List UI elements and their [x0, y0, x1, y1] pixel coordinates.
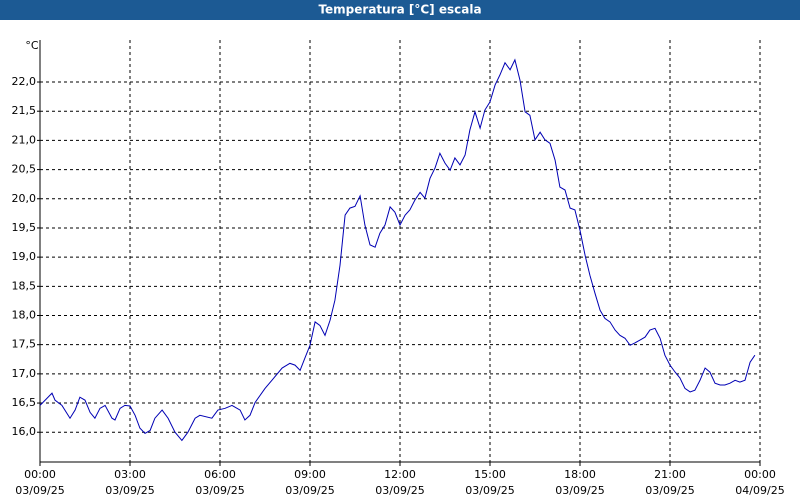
- x-tick-label: 21:00: [654, 468, 686, 481]
- x-tick-date: 03/09/25: [195, 484, 244, 497]
- y-tick-label: 19,5: [12, 221, 37, 234]
- x-tick-label: 18:00: [564, 468, 596, 481]
- x-tick-label: 12:00: [384, 468, 416, 481]
- x-tick-label: 15:00: [474, 468, 506, 481]
- x-tick-label: 03:00: [114, 468, 146, 481]
- x-tick-date: 03/09/25: [375, 484, 424, 497]
- x-tick-label: 00:00: [744, 468, 776, 481]
- x-tick-date: 03/09/25: [15, 484, 64, 497]
- y-tick-label: 17,5: [12, 338, 37, 351]
- y-tick-label: 18,5: [12, 279, 37, 292]
- x-tick-date: 03/09/25: [105, 484, 154, 497]
- y-tick-label: 20,0: [12, 192, 37, 205]
- y-tick-label: 16,5: [12, 396, 37, 409]
- x-tick-date: 03/09/25: [555, 484, 604, 497]
- x-tick-label: 06:00: [204, 468, 236, 481]
- y-unit: °C: [25, 39, 39, 52]
- x-tick-date: 03/09/25: [465, 484, 514, 497]
- title-bar: [0, 0, 800, 20]
- y-tick-label: 19,0: [12, 250, 37, 263]
- data-line: [39, 58, 756, 442]
- chart-title: Temperatura [°C] escala: [318, 3, 481, 17]
- x-tick-date: 04/09/25: [735, 484, 784, 497]
- y-tick-label: 17,0: [12, 367, 37, 380]
- x-tick-date: 03/09/25: [645, 484, 694, 497]
- y-tick-label: 21,5: [12, 104, 37, 117]
- x-tick-date: 03/09/25: [285, 484, 334, 497]
- y-tick-label: 16,0: [12, 425, 37, 438]
- y-tick-label: 20,5: [12, 163, 37, 176]
- y-tick-label: 18,0: [12, 308, 37, 321]
- y-tick-label: 22,0: [12, 75, 37, 88]
- x-tick-label: 09:00: [294, 468, 326, 481]
- x-tick-label: 00:00: [24, 468, 56, 481]
- y-tick-label: 21,0: [12, 133, 37, 146]
